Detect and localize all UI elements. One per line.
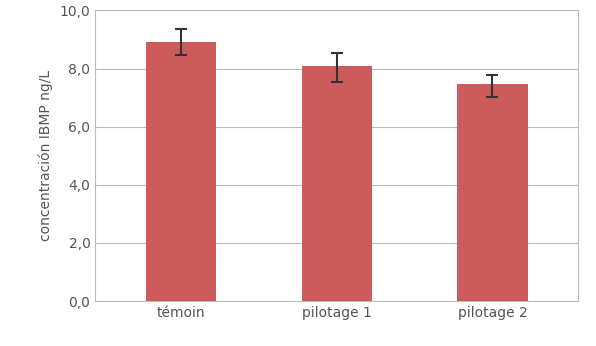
Y-axis label: concentración IBMP ng/L: concentración IBMP ng/L (38, 70, 53, 241)
Bar (458, 84, 527, 301)
Bar (146, 42, 216, 301)
Bar (302, 66, 372, 301)
